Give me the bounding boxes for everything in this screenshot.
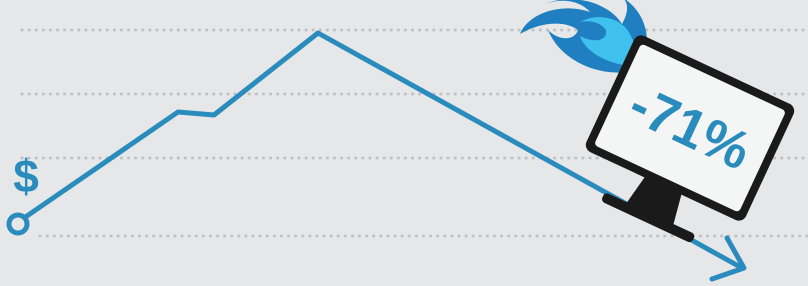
start-marker xyxy=(9,215,27,233)
page: $ -71% (() => { const data = JSON.parse(… xyxy=(0,0,808,286)
illustration: $ -71% xyxy=(0,0,808,286)
currency-symbol: $ xyxy=(13,150,39,202)
